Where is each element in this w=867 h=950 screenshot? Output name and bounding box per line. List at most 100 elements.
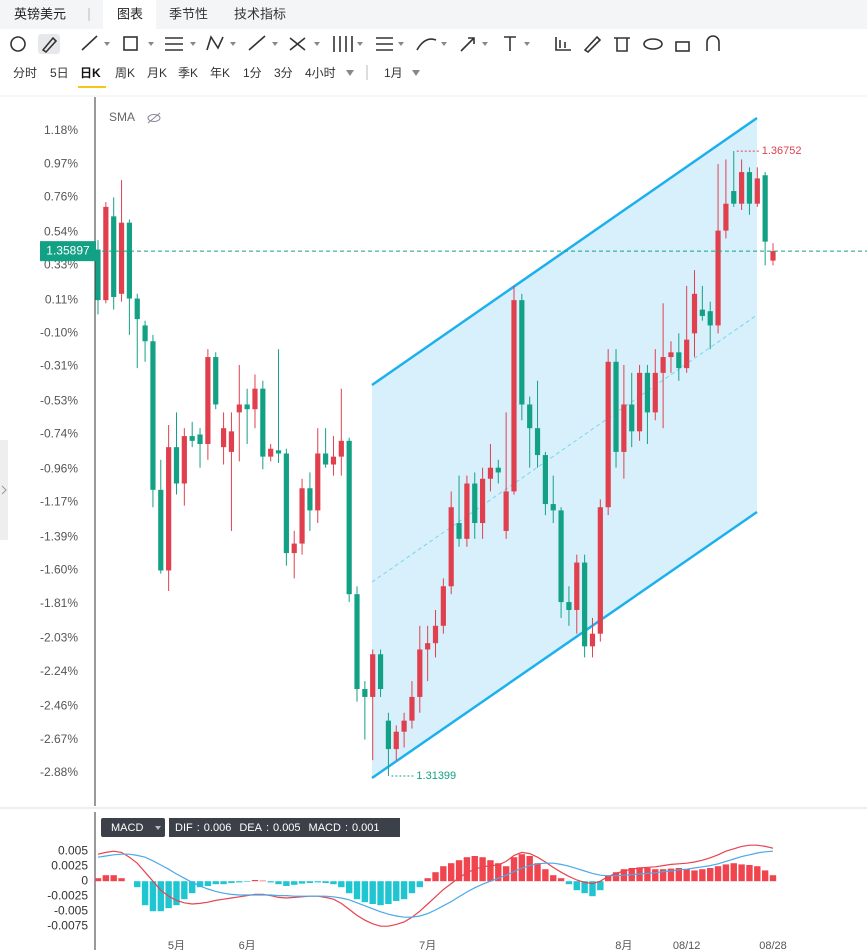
candle-body	[299, 488, 305, 544]
tool-icon[interactable]	[41, 36, 58, 54]
y-tick-label: -1.39%	[40, 529, 78, 543]
channel-lower	[371, 510, 758, 780]
timeframe[interactable]: 年K	[210, 66, 230, 80]
tab[interactable]: 季节性	[169, 6, 208, 21]
tool-icon[interactable]	[706, 35, 720, 51]
tab[interactable]: 图表	[117, 6, 143, 21]
tool-icon[interactable]	[504, 36, 516, 51]
visibility-icon[interactable]	[147, 112, 161, 124]
candle-body	[134, 298, 140, 320]
macd-bar	[667, 868, 675, 882]
macd-bar	[495, 863, 502, 882]
side-handle[interactable]	[0, 440, 8, 540]
tool-icon[interactable]	[206, 35, 224, 51]
legend-separator: :	[197, 822, 200, 834]
candle-body	[307, 488, 313, 511]
indicator-label: SMA	[109, 110, 135, 124]
legend-name: MACD	[309, 822, 341, 834]
candle-body	[236, 404, 242, 413]
tool-icon[interactable]	[248, 35, 266, 51]
timeframe[interactable]: 4小时	[305, 66, 336, 80]
tool-icon[interactable]	[81, 35, 98, 51]
legend-separator: :	[345, 822, 348, 834]
candle-body	[291, 543, 297, 554]
tool-icon[interactable]	[376, 37, 393, 51]
timeframe[interactable]: 季K	[178, 66, 198, 80]
macd-bar	[212, 881, 219, 885]
candle-body	[448, 507, 454, 587]
macd-bar	[385, 881, 392, 904]
candle-body	[699, 309, 705, 316]
candle-body	[589, 633, 596, 647]
candle-body	[385, 720, 392, 750]
readout-box	[169, 818, 400, 837]
timeframe[interactable]: 分时	[13, 66, 37, 80]
y-tick-label: -0.74%	[40, 427, 78, 441]
period-select[interactable]: 1月	[384, 66, 403, 80]
tool-icon[interactable]	[614, 37, 630, 52]
macd-bar	[455, 860, 463, 882]
indicator-button-label[interactable]: MACD	[111, 822, 143, 834]
macd-bar	[581, 881, 588, 894]
macd-bar	[699, 869, 706, 882]
tool-icon[interactable]	[460, 37, 475, 52]
tool-icon[interactable]	[675, 41, 690, 52]
legend-value: 0.005	[273, 822, 301, 834]
readout: DIF:0.006 DEA:0.005 MACD:0.001	[175, 822, 380, 834]
timeframe[interactable]: 5日	[50, 66, 69, 80]
candle-body	[495, 467, 501, 473]
timeframe[interactable]: 日K	[80, 66, 101, 80]
tool-icon[interactable]	[583, 35, 602, 54]
candle-body	[393, 731, 399, 750]
candle-body	[401, 720, 407, 732]
timeframe[interactable]: 3分	[274, 66, 293, 80]
y-tick-label: 0.0025	[51, 858, 88, 872]
macd-bar	[94, 878, 102, 882]
x-tick-label: 08/12	[673, 940, 701, 950]
macd-bar	[510, 857, 518, 882]
macd-bar	[722, 864, 730, 882]
macd-bar	[565, 881, 573, 885]
candle-body	[754, 178, 760, 204]
macd-bar	[275, 881, 282, 885]
tool-icon[interactable]	[416, 38, 437, 51]
macd-bar	[675, 868, 683, 882]
macd-bar	[228, 881, 235, 883]
tool-icon[interactable]	[123, 36, 138, 51]
tool-icon[interactable]	[165, 37, 183, 51]
macd-bar	[557, 878, 565, 882]
candle-body	[189, 436, 195, 441]
legend-name: DIF	[175, 822, 193, 834]
candle-body	[205, 357, 211, 444]
tool-icon[interactable]	[333, 36, 353, 52]
x-tick-label: 7月	[419, 940, 436, 950]
tab[interactable]: 技术指标	[234, 6, 286, 21]
macd-line	[97, 850, 774, 918]
side-arrow	[1, 485, 7, 495]
candle-body	[268, 448, 274, 457]
macd-bar	[353, 881, 361, 900]
tool-icon[interactable]	[555, 37, 571, 51]
tool-icon[interactable]	[643, 38, 663, 50]
candle-body	[707, 311, 713, 326]
candle-body	[472, 483, 478, 524]
tool-icon[interactable]	[10, 36, 26, 52]
candle-body	[723, 203, 729, 231]
macd-bar	[361, 881, 369, 903]
timeframe[interactable]: 1分	[243, 66, 262, 80]
macd-bar	[141, 881, 149, 906]
macd-bar	[369, 881, 376, 904]
timeframe[interactable]: 月K	[147, 66, 167, 80]
y-tick-label: -1.60%	[40, 563, 78, 577]
macd-bar	[259, 880, 267, 882]
macd-bar	[157, 881, 164, 912]
tool-icon[interactable]	[289, 37, 306, 51]
candle-body	[142, 325, 148, 342]
indicator-button[interactable]	[101, 818, 165, 837]
candle-body	[739, 172, 745, 204]
candle-body	[597, 507, 603, 634]
macd-bar	[534, 863, 541, 882]
macd-bar	[173, 881, 180, 906]
timeframe[interactable]: 周K	[115, 66, 135, 80]
